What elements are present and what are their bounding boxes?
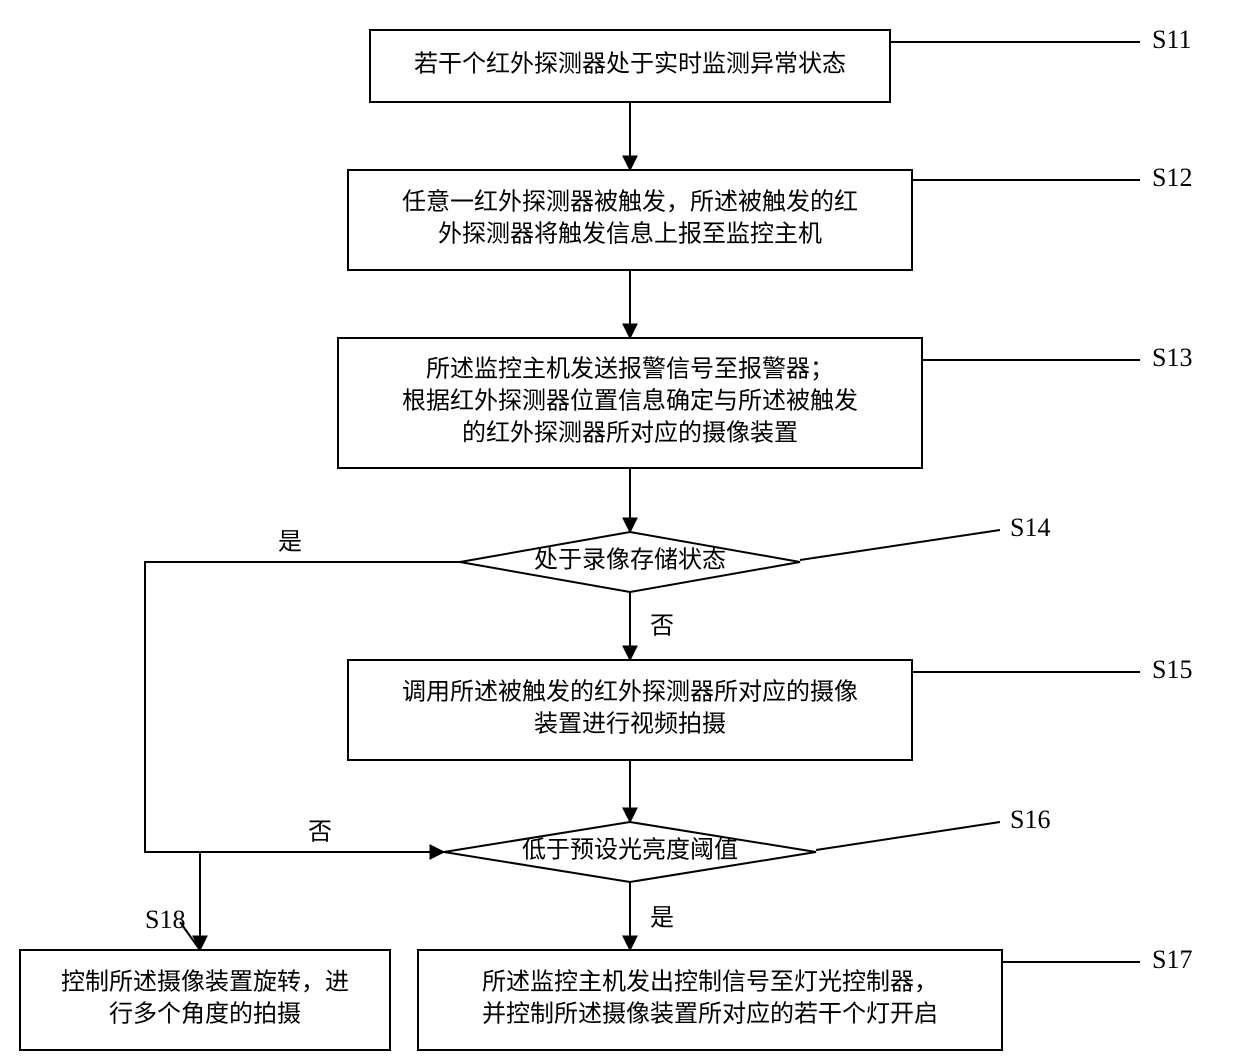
node-text-s14-0: 处于录像存储状态 xyxy=(534,547,726,574)
step-label-s17: S17 xyxy=(1152,945,1192,974)
node-s13: 所述监控主机发送报警信号至报警器； 根据红外探测器位置信息确定与所述被触发的红外探… xyxy=(338,338,1192,468)
step-label-s16: S16 xyxy=(1010,805,1050,834)
node-text-s11-0: 若干个红外探测器处于实时监测异常状态 xyxy=(414,51,846,78)
node-s11: 若干个红外探测器处于实时监测异常状态 S11 xyxy=(370,25,1192,102)
step-label-s14: S14 xyxy=(1010,513,1050,542)
node-text-s13-1: 根据红外探测器位置信息确定与所述被触发 xyxy=(402,388,858,415)
edge-label-s16-no-s18: 否 xyxy=(308,820,332,846)
step-label-s15: S15 xyxy=(1152,655,1192,684)
node-text-s16-0: 低于预设光亮度阈值 xyxy=(522,837,738,864)
node-rect-s12 xyxy=(348,170,912,270)
step-label-s12: S12 xyxy=(1152,163,1192,192)
step-label-s13: S13 xyxy=(1152,343,1192,372)
edge-label-s14-no-s15: 否 xyxy=(650,614,674,640)
edge-label-s16-yes-s17: 是 xyxy=(650,906,674,932)
node-s15: 调用所述被触发的红外探测器所对应的摄像装置进行视频拍摄 S15 xyxy=(348,655,1192,760)
edge-s16-no-s18 xyxy=(200,852,444,950)
node-text-s18-0: 控制所述摄像装置旋转，进 xyxy=(61,969,349,996)
node-text-s12-1: 外探测器将触发信息上报至监控主机 xyxy=(438,221,822,248)
node-text-s17-1: 并控制所述摄像装置所对应的若干个灯开启 xyxy=(482,1001,938,1028)
step-label-s11: S11 xyxy=(1152,25,1192,54)
leader-s14 xyxy=(800,530,1000,560)
node-s12: 任意一红外探测器被触发，所述被触发的红外探测器将触发信息上报至监控主机 S12 xyxy=(348,163,1192,270)
node-rect-s18 xyxy=(20,950,390,1050)
node-text-s15-1: 装置进行视频拍摄 xyxy=(534,711,726,738)
nodes: 若干个红外探测器处于实时监测异常状态 S11 任意一红外探测器被触发，所述被触发的红… xyxy=(20,25,1192,1050)
node-rect-s15 xyxy=(348,660,912,760)
node-text-s13-0: 所述监控主机发送报警信号至报警器； xyxy=(426,356,834,383)
step-label-s18: S18 xyxy=(145,905,185,934)
node-s18: 控制所述摄像装置旋转，进行多个角度的拍摄 S18 xyxy=(20,905,390,1050)
node-text-s15-0: 调用所述被触发的红外探测器所对应的摄像 xyxy=(402,679,858,706)
leader-s16 xyxy=(816,822,1000,850)
node-text-s13-2: 的红外探测器所对应的摄像装置 xyxy=(462,420,798,447)
node-text-s17-0: 所述监控主机发出控制信号至灯光控制器， xyxy=(482,969,938,996)
node-s17: 所述监控主机发出控制信号至灯光控制器， 并控制所述摄像装置所对应的若干个灯开启 S1… xyxy=(418,945,1192,1050)
node-s14: 处于录像存储状态 S14 xyxy=(460,513,1050,592)
node-text-s12-0: 任意一红外探测器被触发，所述被触发的红 xyxy=(402,189,858,216)
node-rect-s17 xyxy=(418,950,1002,1050)
node-text-s18-1: 行多个角度的拍摄 xyxy=(109,1001,301,1028)
edge-label-s14-yes-s16: 是 xyxy=(278,530,302,556)
node-s16: 低于预设光亮度阈值 S16 xyxy=(444,805,1050,882)
